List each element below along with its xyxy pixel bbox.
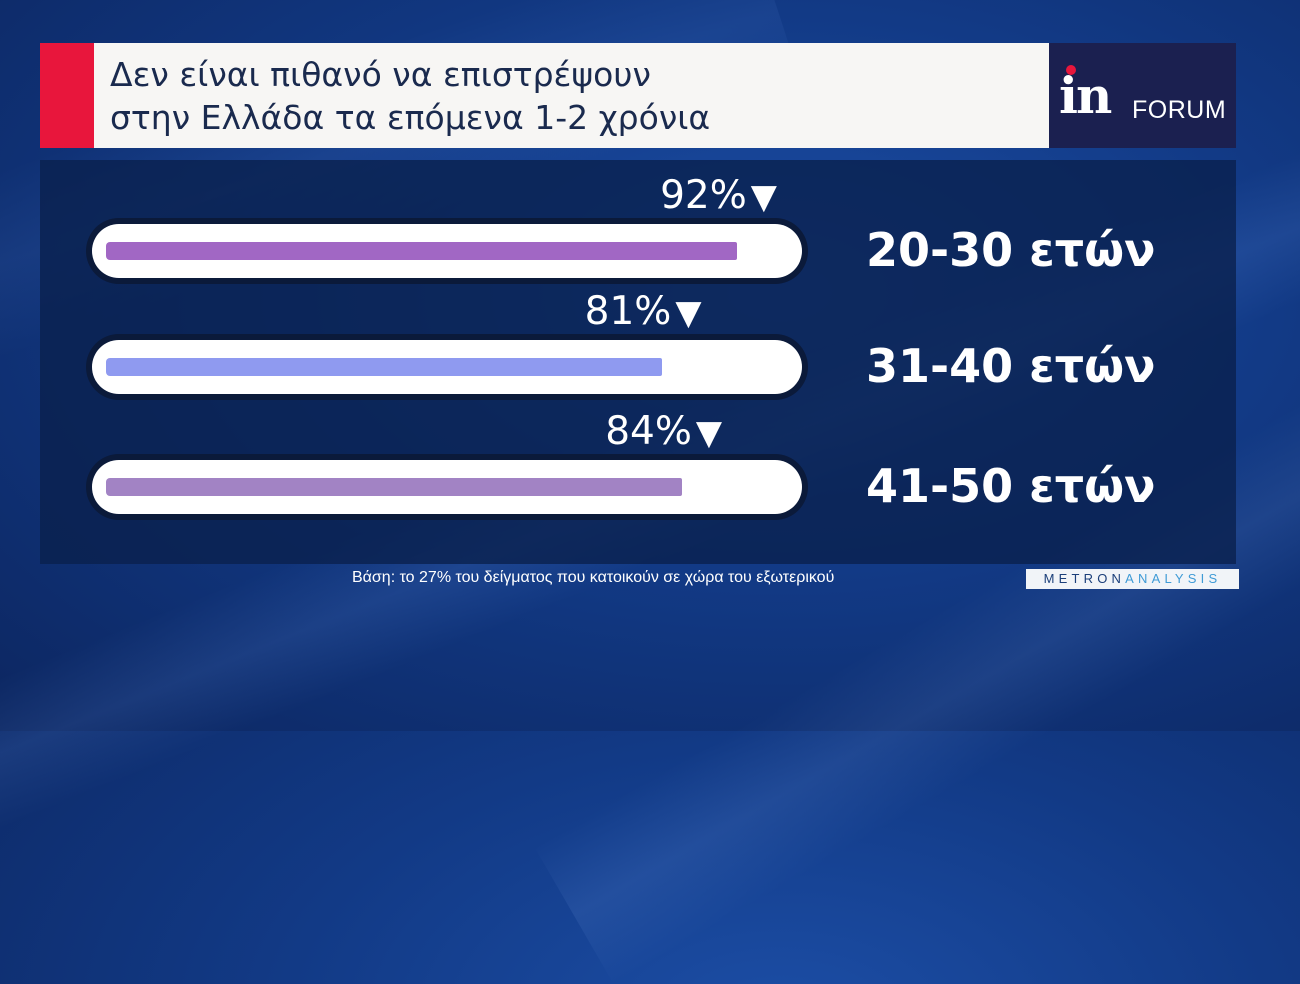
bar-value-text: 92% xyxy=(660,173,747,218)
bar-value-label: 92% ▼ xyxy=(660,174,777,219)
down-triangle-icon: ▼ xyxy=(750,177,777,217)
title-line-1: Δεν είναι πιθανό να επιστρέψουν xyxy=(110,55,651,94)
bar-fill xyxy=(106,242,738,260)
bar-track xyxy=(86,454,808,520)
bar-track xyxy=(86,218,808,284)
bar-track-inner xyxy=(92,460,802,514)
chart-title: Δεν είναι πιθανό να επιστρέψουν στην Ελλ… xyxy=(110,53,710,139)
bar-value-label: 81% ▼ xyxy=(585,290,702,335)
bar-value-text: 84% xyxy=(605,409,692,454)
down-triangle-icon: ▼ xyxy=(695,413,723,453)
bar-value-label: 84% ▼ xyxy=(605,410,722,455)
logo-in-text: in xyxy=(1059,66,1112,125)
in-forum-logo: in FORUM xyxy=(1049,43,1236,148)
logo-forum-text: FORUM xyxy=(1132,96,1227,124)
bar-track-inner xyxy=(92,224,802,278)
red-accent-block xyxy=(40,43,94,148)
bar-track-inner xyxy=(92,340,802,394)
title-line-2: στην Ελλάδα τα επόμενα 1-2 χρόνια xyxy=(110,98,711,137)
metron-logo-part1: METRON xyxy=(1043,571,1126,586)
logo-red-dot xyxy=(1066,65,1076,75)
down-triangle-icon: ▼ xyxy=(675,293,702,333)
metron-analysis-logo: METRONANALYSIS xyxy=(1026,569,1239,589)
bar-value-text: 81% xyxy=(584,289,672,334)
category-label: 20-30 ετών xyxy=(866,223,1156,277)
title-box: Δεν είναι πιθανό να επιστρέψουν στην Ελλ… xyxy=(94,43,1049,148)
header-banner: Δεν είναι πιθανό να επιστρέψουν στην Ελλ… xyxy=(40,43,1236,148)
bar-fill xyxy=(106,478,683,496)
bar-track xyxy=(86,334,808,400)
category-label: 41-50 ετών xyxy=(866,459,1156,513)
category-label: 31-40 ετών xyxy=(866,339,1156,393)
base-note: Βάση: το 27% του δείγματος που κατοικούν… xyxy=(352,569,835,586)
bar-fill xyxy=(106,358,662,376)
metron-logo-part2: ANALYSIS xyxy=(1125,571,1222,586)
